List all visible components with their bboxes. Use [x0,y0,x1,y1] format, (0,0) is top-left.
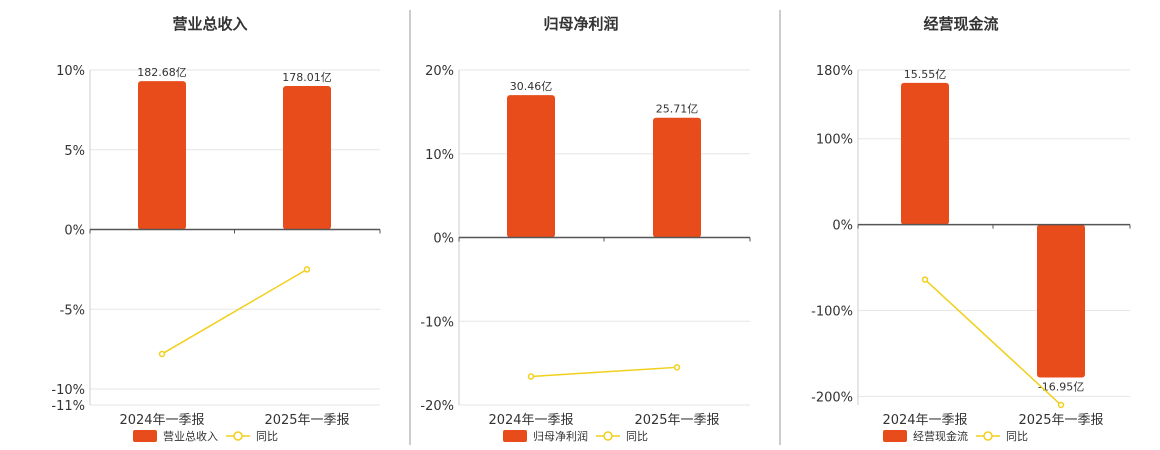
legend-swatch-marker [983,431,993,441]
x-tick-label: 2024年一季报 [488,413,573,428]
line-point [158,350,166,358]
bar [1037,224,1085,378]
line-series [924,279,1062,406]
chart-panel-2: 归母净利润 20% 10% 0% -10% -20% 30.46亿 25.71亿 2024年一季… [420,15,751,443]
line-series [161,268,308,355]
y-tick-label: 5% [64,144,85,159]
x-tick-label: 2025年一季报 [1018,413,1103,428]
y-tick-label: -100% [811,305,853,320]
bar [901,82,949,225]
y-tick-label: -10% [420,315,454,330]
x-tick-label: 2024年一季报 [882,413,967,428]
x-tick-label: 2025年一季报 [264,413,349,428]
legend-swatch-marker [233,431,243,441]
bar [507,95,555,238]
bar-value-label: 30.46亿 [510,80,553,93]
y-tick-label: 0% [64,224,85,239]
legend-label: 归母净利润 [533,429,588,443]
bar-value-label: 182.68亿 [137,66,187,79]
bar-value-label: 15.55亿 [904,68,947,81]
line-point [921,276,929,283]
chart-panel-1: 营业总收入 10% 5% 0% -5% -10%-11% 182.68亿 178.01亿 202… [51,15,381,443]
chart-title: 营业总收入 [172,15,247,33]
y-tick-label: 10% [425,148,454,163]
y-tick-label: -200% [811,390,853,405]
legend-label: 同比 [256,430,278,443]
line-point [673,364,681,371]
y-tick-label: -20% [420,399,454,414]
bar [138,81,186,230]
chart-title: 经营现金流 [923,15,998,33]
bar-value-label: -16.95亿 [1038,381,1084,394]
y-tick-label: 180% [816,64,853,79]
line-point [303,266,311,273]
legend-swatch-bar [503,430,527,442]
y-tick-label: -11% [51,399,85,414]
chart-panel-3: 经营现金流 180% 100% 0% -100% -200% 15.55亿 -16.95亿 20… [811,15,1131,443]
x-tick-label: 2024年一季报 [119,413,204,428]
bar [283,85,331,230]
y-tick-label: -5% [60,303,85,318]
legend-label: 同比 [626,430,648,443]
legend-label: 同比 [1006,430,1028,443]
y-tick-label: 20% [425,64,454,79]
legend-swatch-bar [133,430,157,442]
line-point [527,373,535,380]
y-tick-label: 0% [832,219,853,234]
y-tick-label: 100% [816,133,853,148]
legend-swatch-bar [883,430,907,442]
y-tick-label: 10% [56,64,85,79]
y-tick-label: 0% [433,232,454,247]
x-tick-label: 2025年一季报 [634,413,719,428]
line-point [1057,401,1065,409]
legend-label: 经营现金流 [913,429,968,443]
legend-swatch-marker [603,431,613,441]
chart-title: 归母净利润 [543,15,618,33]
line-series [530,366,678,378]
bar-value-label: 178.01亿 [282,71,332,84]
legend-label: 营业总收入 [163,429,218,443]
y-tick-label: -10% [51,383,85,398]
bar [653,117,701,238]
bar-value-label: 25.71亿 [656,103,699,116]
